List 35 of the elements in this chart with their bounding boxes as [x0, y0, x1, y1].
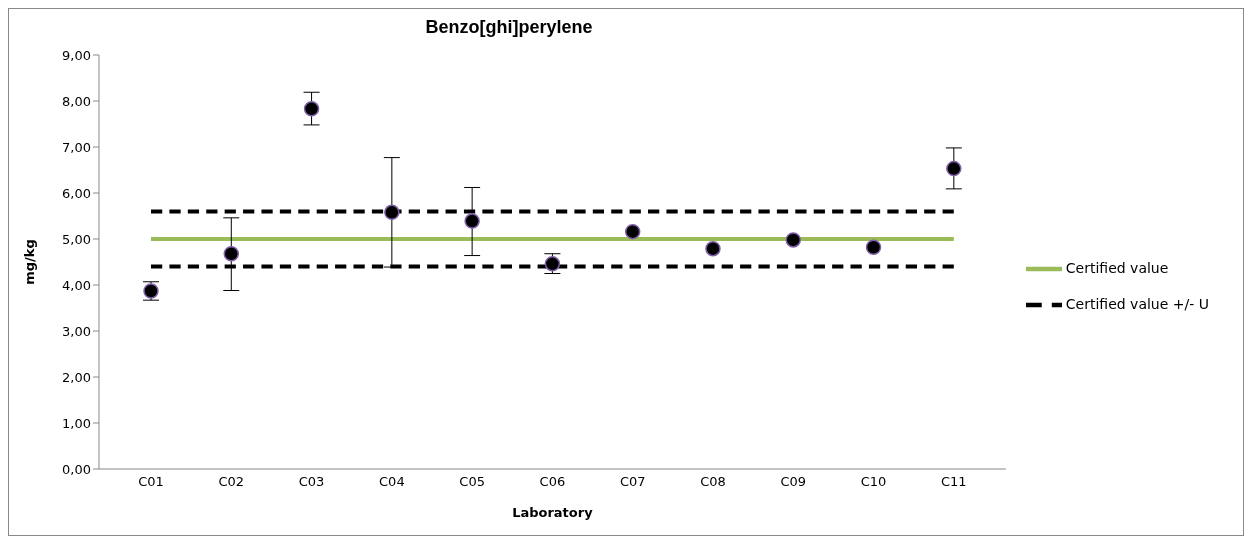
point — [705, 240, 721, 257]
point — [303, 101, 320, 117]
x-tick-label: C04 — [379, 474, 405, 490]
point — [464, 213, 480, 229]
chart-title: Benzo[ghi]perylene — [424, 17, 594, 38]
y-tick-label: 6,00 — [62, 185, 91, 201]
x-tick-label: C09 — [780, 474, 807, 490]
y-tick-label: 1,00 — [62, 415, 91, 431]
x-tick-label: C10 — [860, 474, 887, 490]
y-axis-title: mg/kg — [21, 239, 37, 285]
y-tick-label: 5,00 — [62, 231, 91, 247]
point — [624, 223, 641, 240]
point — [223, 245, 240, 262]
y-tick-label: 4,00 — [62, 277, 91, 293]
y-tick-label: 0,00 — [62, 461, 91, 477]
x-tick-label: C02 — [218, 474, 245, 490]
x-tick-label: C03 — [298, 474, 325, 490]
x-axis-title: Laboratory — [512, 505, 594, 520]
legend-label: Certified value — [1065, 260, 1169, 276]
y-tick-label: 8,00 — [62, 93, 91, 109]
x-tick-label: C06 — [539, 474, 566, 490]
legend-label: Certified value +/- U — [1065, 296, 1209, 312]
x-tick-label: C05 — [459, 474, 485, 490]
point — [946, 160, 962, 177]
x-tick-label: C07 — [619, 474, 646, 490]
x-tick-label: C01 — [138, 474, 164, 490]
x-tick-label: C11 — [941, 474, 967, 490]
x-tick-label: C08 — [700, 474, 726, 490]
point — [785, 232, 801, 248]
y-tick-label: 3,00 — [62, 323, 91, 339]
y-tick-label: 9,00 — [62, 47, 91, 63]
y-tick-label: 7,00 — [62, 139, 91, 155]
y-tick-label: 2,00 — [62, 369, 91, 385]
point — [384, 204, 400, 221]
point — [865, 239, 882, 256]
